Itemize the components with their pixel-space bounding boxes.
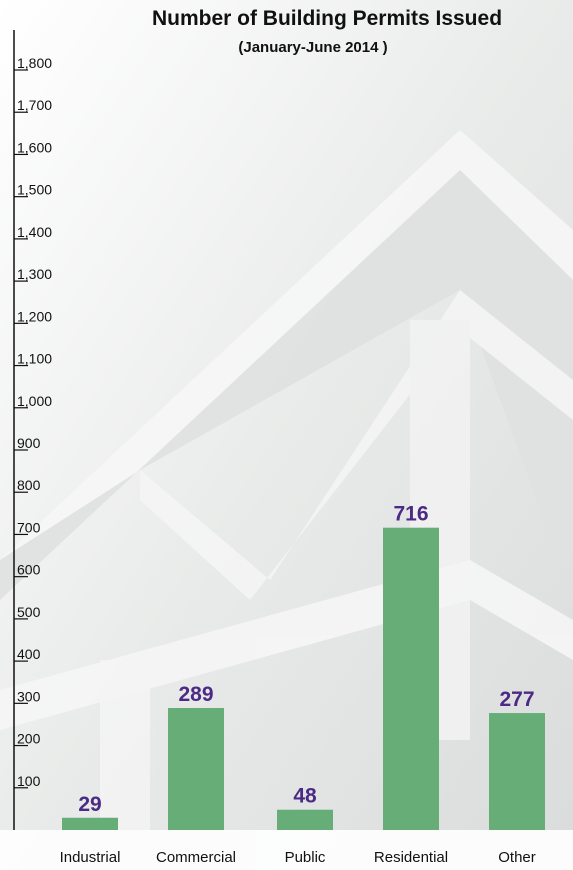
x-tick-label: Other (498, 849, 536, 866)
y-tick-label: 600 (17, 562, 41, 578)
value-label: 29 (78, 793, 101, 816)
value-label: 289 (178, 683, 213, 706)
value-label: 277 (499, 688, 534, 711)
y-tick-label: 300 (17, 688, 41, 704)
chart-subtitle: (January-June 2014 ) (238, 39, 387, 56)
bar (489, 713, 545, 830)
bar (277, 809, 333, 830)
y-tick-label: 1,700 (17, 97, 52, 113)
y-tick-label: 1,000 (17, 393, 52, 409)
y-tick-label: 1,300 (17, 266, 52, 282)
y-tick-label: 200 (17, 731, 41, 747)
bar (168, 707, 224, 830)
y-tick-label: 1,400 (17, 224, 52, 240)
y-tick-label: 900 (17, 435, 41, 451)
y-tick-label: 500 (17, 604, 41, 620)
x-tick-label: Residential (374, 849, 448, 866)
value-label: 716 (393, 503, 428, 526)
y-tick-label: 400 (17, 646, 41, 662)
x-tick-label: Commercial (156, 849, 236, 866)
bar (62, 817, 118, 830)
y-tick-label: 800 (17, 477, 41, 493)
y-tick-label: 1,600 (17, 139, 52, 155)
y-tick-label: 1,500 (17, 182, 52, 198)
value-label: 48 (293, 785, 317, 808)
y-tick-label: 1,100 (17, 351, 52, 367)
x-tick-label: Industrial (60, 849, 121, 866)
bar (383, 527, 439, 830)
y-tick-label: 1,800 (17, 55, 52, 71)
chart-title: Number of Building Permits Issued (152, 7, 502, 30)
x-tick-label: Public (285, 849, 326, 866)
y-tick-label: 700 (17, 519, 41, 535)
y-tick-label: 100 (17, 773, 41, 789)
y-tick-label: 1,200 (17, 308, 52, 324)
